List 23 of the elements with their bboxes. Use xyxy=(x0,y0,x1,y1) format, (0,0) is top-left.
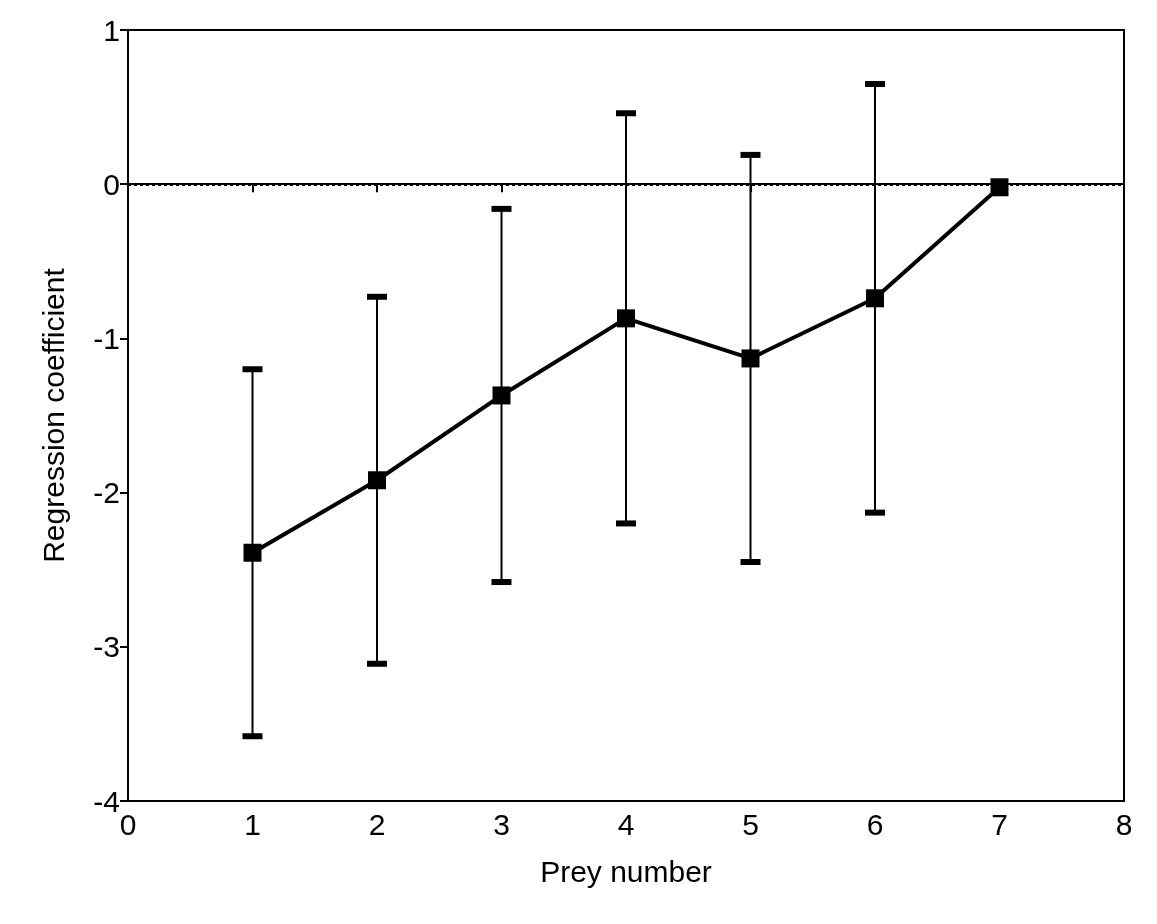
x-tick-label: 6 xyxy=(866,807,884,841)
x-tick-label: 2 xyxy=(368,807,386,841)
point xyxy=(866,289,884,308)
x-tick-label: 5 xyxy=(742,807,759,841)
x-axis-title: Prey number xyxy=(540,854,712,888)
y-tick-label: -2 xyxy=(93,476,120,510)
x-tick-label: 8 xyxy=(1115,807,1133,841)
point xyxy=(368,471,386,490)
y-tick-label: -1 xyxy=(93,321,120,355)
y-tick-label: -4 xyxy=(93,784,120,818)
x-tick-label: 3 xyxy=(493,807,510,841)
x-tick-label: 1 xyxy=(244,807,261,841)
x-tick-label: 4 xyxy=(617,807,635,841)
point xyxy=(990,178,1009,197)
point xyxy=(492,386,511,405)
point xyxy=(243,543,262,562)
point xyxy=(741,349,760,368)
y-tick-label: 1 xyxy=(103,13,120,47)
point xyxy=(617,309,635,328)
y-tick-label: -3 xyxy=(93,630,120,664)
y-axis-title: Regression coefficient xyxy=(36,267,70,563)
x-tick-label: 7 xyxy=(991,807,1008,841)
y-tick-label: 0 xyxy=(103,167,120,201)
